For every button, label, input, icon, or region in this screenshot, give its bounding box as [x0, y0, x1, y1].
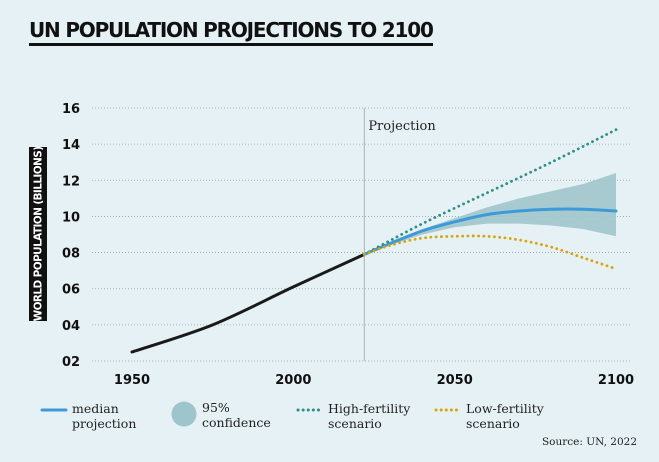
series-line-historical	[130, 252, 366, 354]
series-line-median-projection	[362, 207, 618, 256]
dotted-line-icon	[434, 408, 462, 412]
y-tick-label: 12	[62, 174, 80, 189]
legend-label: 95% confidence	[202, 400, 271, 430]
projection-annotation: Projection	[368, 119, 436, 134]
source-note: Source: UN, 2022	[541, 436, 637, 448]
x-tick-label: 2000	[275, 373, 311, 388]
legend-label: median projection	[72, 401, 137, 431]
series-lines	[130, 128, 618, 354]
series-line-low-fertility-scenario	[362, 234, 618, 271]
y-tick-label: 16	[62, 102, 80, 117]
legend-item-high-fertility: High-fertility scenario	[296, 401, 410, 431]
x-tick-label: 1950	[114, 373, 150, 388]
solid-line-icon	[40, 408, 68, 412]
gridlines	[92, 107, 630, 362]
legend-item-low-fertility: Low-fertility scenario	[434, 401, 544, 431]
y-axis-label: WORLD POPULATION (BILLIONS)	[33, 147, 45, 322]
tick-labels: 02 04 06 08 10 12 14 16 1950 2000 2050 2100	[62, 102, 634, 388]
legend-item-median: median projection	[40, 401, 136, 431]
y-tick-label: 02	[62, 355, 80, 370]
x-tick-label: 2050	[437, 373, 473, 388]
y-tick-label: 04	[62, 319, 80, 334]
x-tick-label: 2100	[598, 373, 634, 388]
legend-item-confidence: 95% confidence	[170, 400, 271, 430]
series-line-high-fertility-scenario	[362, 128, 618, 256]
y-tick-label: 06	[62, 283, 80, 298]
y-axis-label-background	[29, 147, 47, 321]
filled-circle-icon	[171, 401, 197, 427]
chart-title: UN POPULATION PROJECTIONS TO 2100	[29, 18, 434, 46]
y-tick-label: 10	[62, 210, 80, 225]
y-tick-label: 14	[62, 138, 80, 153]
legend-label: Low-fertility scenario	[466, 401, 544, 431]
dotted-line-icon	[296, 408, 324, 412]
legend-label: High-fertility scenario	[328, 401, 411, 431]
y-tick-label: 08	[62, 247, 80, 262]
